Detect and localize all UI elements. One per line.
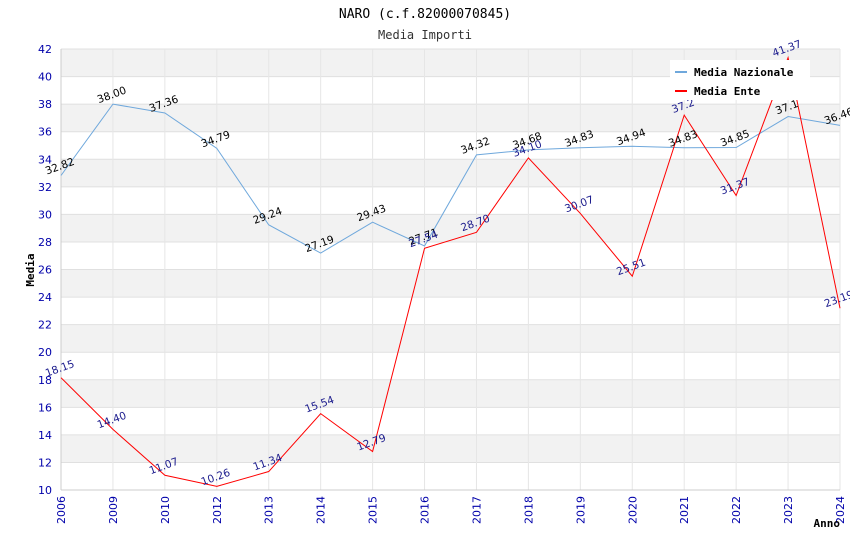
chart-subtitle: Media Importi	[378, 28, 472, 42]
y-tick-label: 20	[38, 346, 52, 359]
grid-band	[61, 462, 840, 490]
y-tick-label: 30	[38, 208, 52, 221]
grid-band	[61, 297, 840, 325]
x-tick-label: 2013	[263, 496, 276, 524]
legend-label: Media Ente	[694, 85, 761, 98]
grid-band	[61, 241, 840, 270]
x-tick-label: 2020	[626, 496, 639, 524]
x-tick-label: 2012	[211, 496, 224, 524]
x-tick-label: 2017	[470, 496, 483, 524]
x-tick-label: 2014	[315, 496, 328, 524]
grid-band	[61, 269, 840, 298]
x-tick-label: 2009	[107, 496, 120, 524]
y-tick-label: 36	[38, 126, 52, 139]
y-tick-label: 22	[38, 319, 52, 332]
y-tick-label: 34	[38, 153, 52, 166]
y-tick-label: 14	[38, 429, 52, 442]
x-axis-ticks: 2006 2009 2010 2012 2013 2014 2015 2016 2017 2018…	[55, 496, 847, 524]
y-axis-title: Media	[24, 253, 37, 286]
y-tick-label: 40	[38, 71, 52, 84]
legend-label: Media Nazionale	[694, 66, 794, 79]
grid-bands	[60, 48, 841, 491]
y-axis-ticks: 10 12 14 16 18 20 22 24 26 28 30 32 34 36 38 40 42	[38, 43, 52, 497]
y-tick-label: 18	[38, 374, 52, 387]
x-tick-label: 2023	[782, 496, 795, 524]
grid-band	[61, 324, 840, 353]
x-tick-label: 2024	[834, 496, 847, 524]
x-axis-title: Anno	[814, 517, 841, 530]
legend: Media Nazionale Media Ente	[670, 60, 810, 100]
x-tick-label: 2015	[367, 496, 380, 524]
y-tick-label: 32	[38, 181, 52, 194]
series-line-media-ente	[60, 55, 841, 487]
x-tick-label: 2006	[55, 496, 68, 524]
y-tick-label: 42	[38, 43, 52, 56]
y-tick-label: 10	[38, 484, 52, 497]
x-tick-label: 2019	[574, 496, 587, 524]
y-tick-label: 24	[38, 291, 52, 304]
grid-band	[61, 214, 840, 242]
series-line-media-nazionale	[60, 103, 841, 254]
legend-box	[670, 60, 810, 100]
x-tick-label: 2010	[159, 496, 172, 524]
grid-band	[61, 434, 840, 463]
x-tick-label: 2016	[419, 496, 432, 524]
chart-title: NARO (c.f.82000070845)	[339, 7, 511, 22]
grid-band	[61, 379, 840, 408]
grid-band	[61, 352, 840, 380]
grid-band	[61, 104, 840, 132]
y-tick-label: 16	[38, 401, 52, 414]
grid-band	[61, 407, 840, 435]
grid-band	[61, 159, 840, 187]
x-tick-label: 2018	[522, 496, 535, 524]
y-tick-label: 26	[38, 264, 52, 277]
y-tick-label: 38	[38, 98, 52, 111]
x-tick-label: 2022	[730, 496, 743, 524]
y-tick-label: 28	[38, 236, 52, 249]
x-tick-label: 2021	[678, 496, 691, 524]
y-tick-label: 12	[38, 456, 52, 469]
series-lines	[60, 55, 841, 487]
